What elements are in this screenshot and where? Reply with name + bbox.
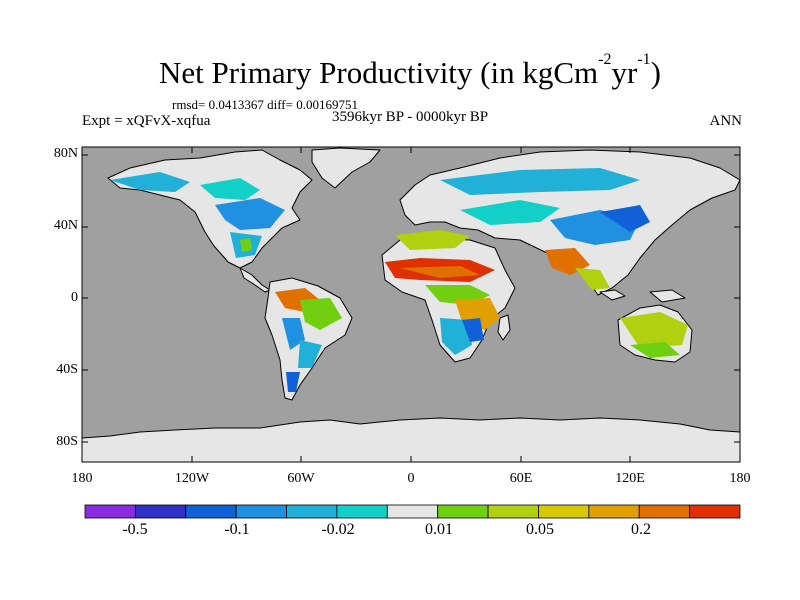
colorbar-swatch (638, 504, 691, 519)
lon-label-120e: 120E (615, 471, 645, 486)
colorbar-swatch (386, 504, 439, 519)
colorbar-swatch (588, 504, 640, 519)
lat-label-0: 0 (71, 290, 78, 305)
season-label: ANN (709, 113, 743, 129)
lon-label-120w: 120W (174, 471, 210, 486)
colorbar-label: 0.05 (526, 521, 554, 538)
title-sup1: -2 (598, 51, 612, 68)
title-sup2: -1 (637, 51, 651, 68)
colorbar-swatch (437, 504, 489, 519)
stats-text: rmsd= 0.0413367 diff= 0.00169751 (172, 97, 358, 112)
lat-label-40n: 40N (53, 218, 78, 233)
madagascar (497, 314, 511, 341)
title-mid: yr (611, 55, 638, 90)
colorbar-swatch (336, 504, 388, 519)
lon-label-0: 0 (407, 471, 415, 486)
lon-label-60e: 60E (509, 471, 533, 486)
anomaly-patches (110, 168, 688, 392)
lat-label-80s: 80S (56, 434, 78, 449)
lon-label-180w: 180 (71, 471, 93, 486)
lat-label-40s: 40S (56, 362, 78, 377)
plot-title: Net Primary Productivity (in kgCm-2yr-1) (0, 51, 800, 91)
new-guinea (649, 289, 686, 303)
lat-label-80n: 80N (53, 146, 78, 161)
period-label: 3596kyr BP - 0000kyr BP (331, 109, 489, 125)
colorbar (84, 504, 741, 519)
title-end: ) (650, 55, 661, 90)
colorbar-label: -0.1 (224, 521, 250, 538)
title-main: Net Primary Productivity (in kgCm (159, 55, 599, 90)
colorbar-swatch (185, 504, 237, 519)
colorbar-swatch (235, 504, 287, 519)
lon-label-180e: 180 (729, 471, 751, 486)
colorbar-label: -0.5 (122, 521, 148, 538)
colorbar-swatch (286, 504, 338, 519)
antarctica (81, 417, 741, 463)
colorbar-label: -0.02 (321, 521, 355, 538)
colorbar-swatch (538, 504, 590, 519)
colorbar-label: 0.01 (425, 521, 453, 538)
experiment-label: Expt = xQFvX-xqfua (82, 113, 211, 129)
colorbar-swatch (134, 504, 187, 519)
central-america (239, 267, 271, 293)
greenland (311, 147, 381, 189)
indonesia (599, 289, 626, 301)
colorbar-swatch (487, 504, 539, 519)
lon-label-60w: 60W (287, 471, 315, 486)
axis-ticks (82, 147, 740, 462)
colorbar-swatch (689, 504, 741, 519)
colorbar-label: 0.2 (631, 521, 651, 538)
colorbar-swatch (84, 504, 136, 519)
